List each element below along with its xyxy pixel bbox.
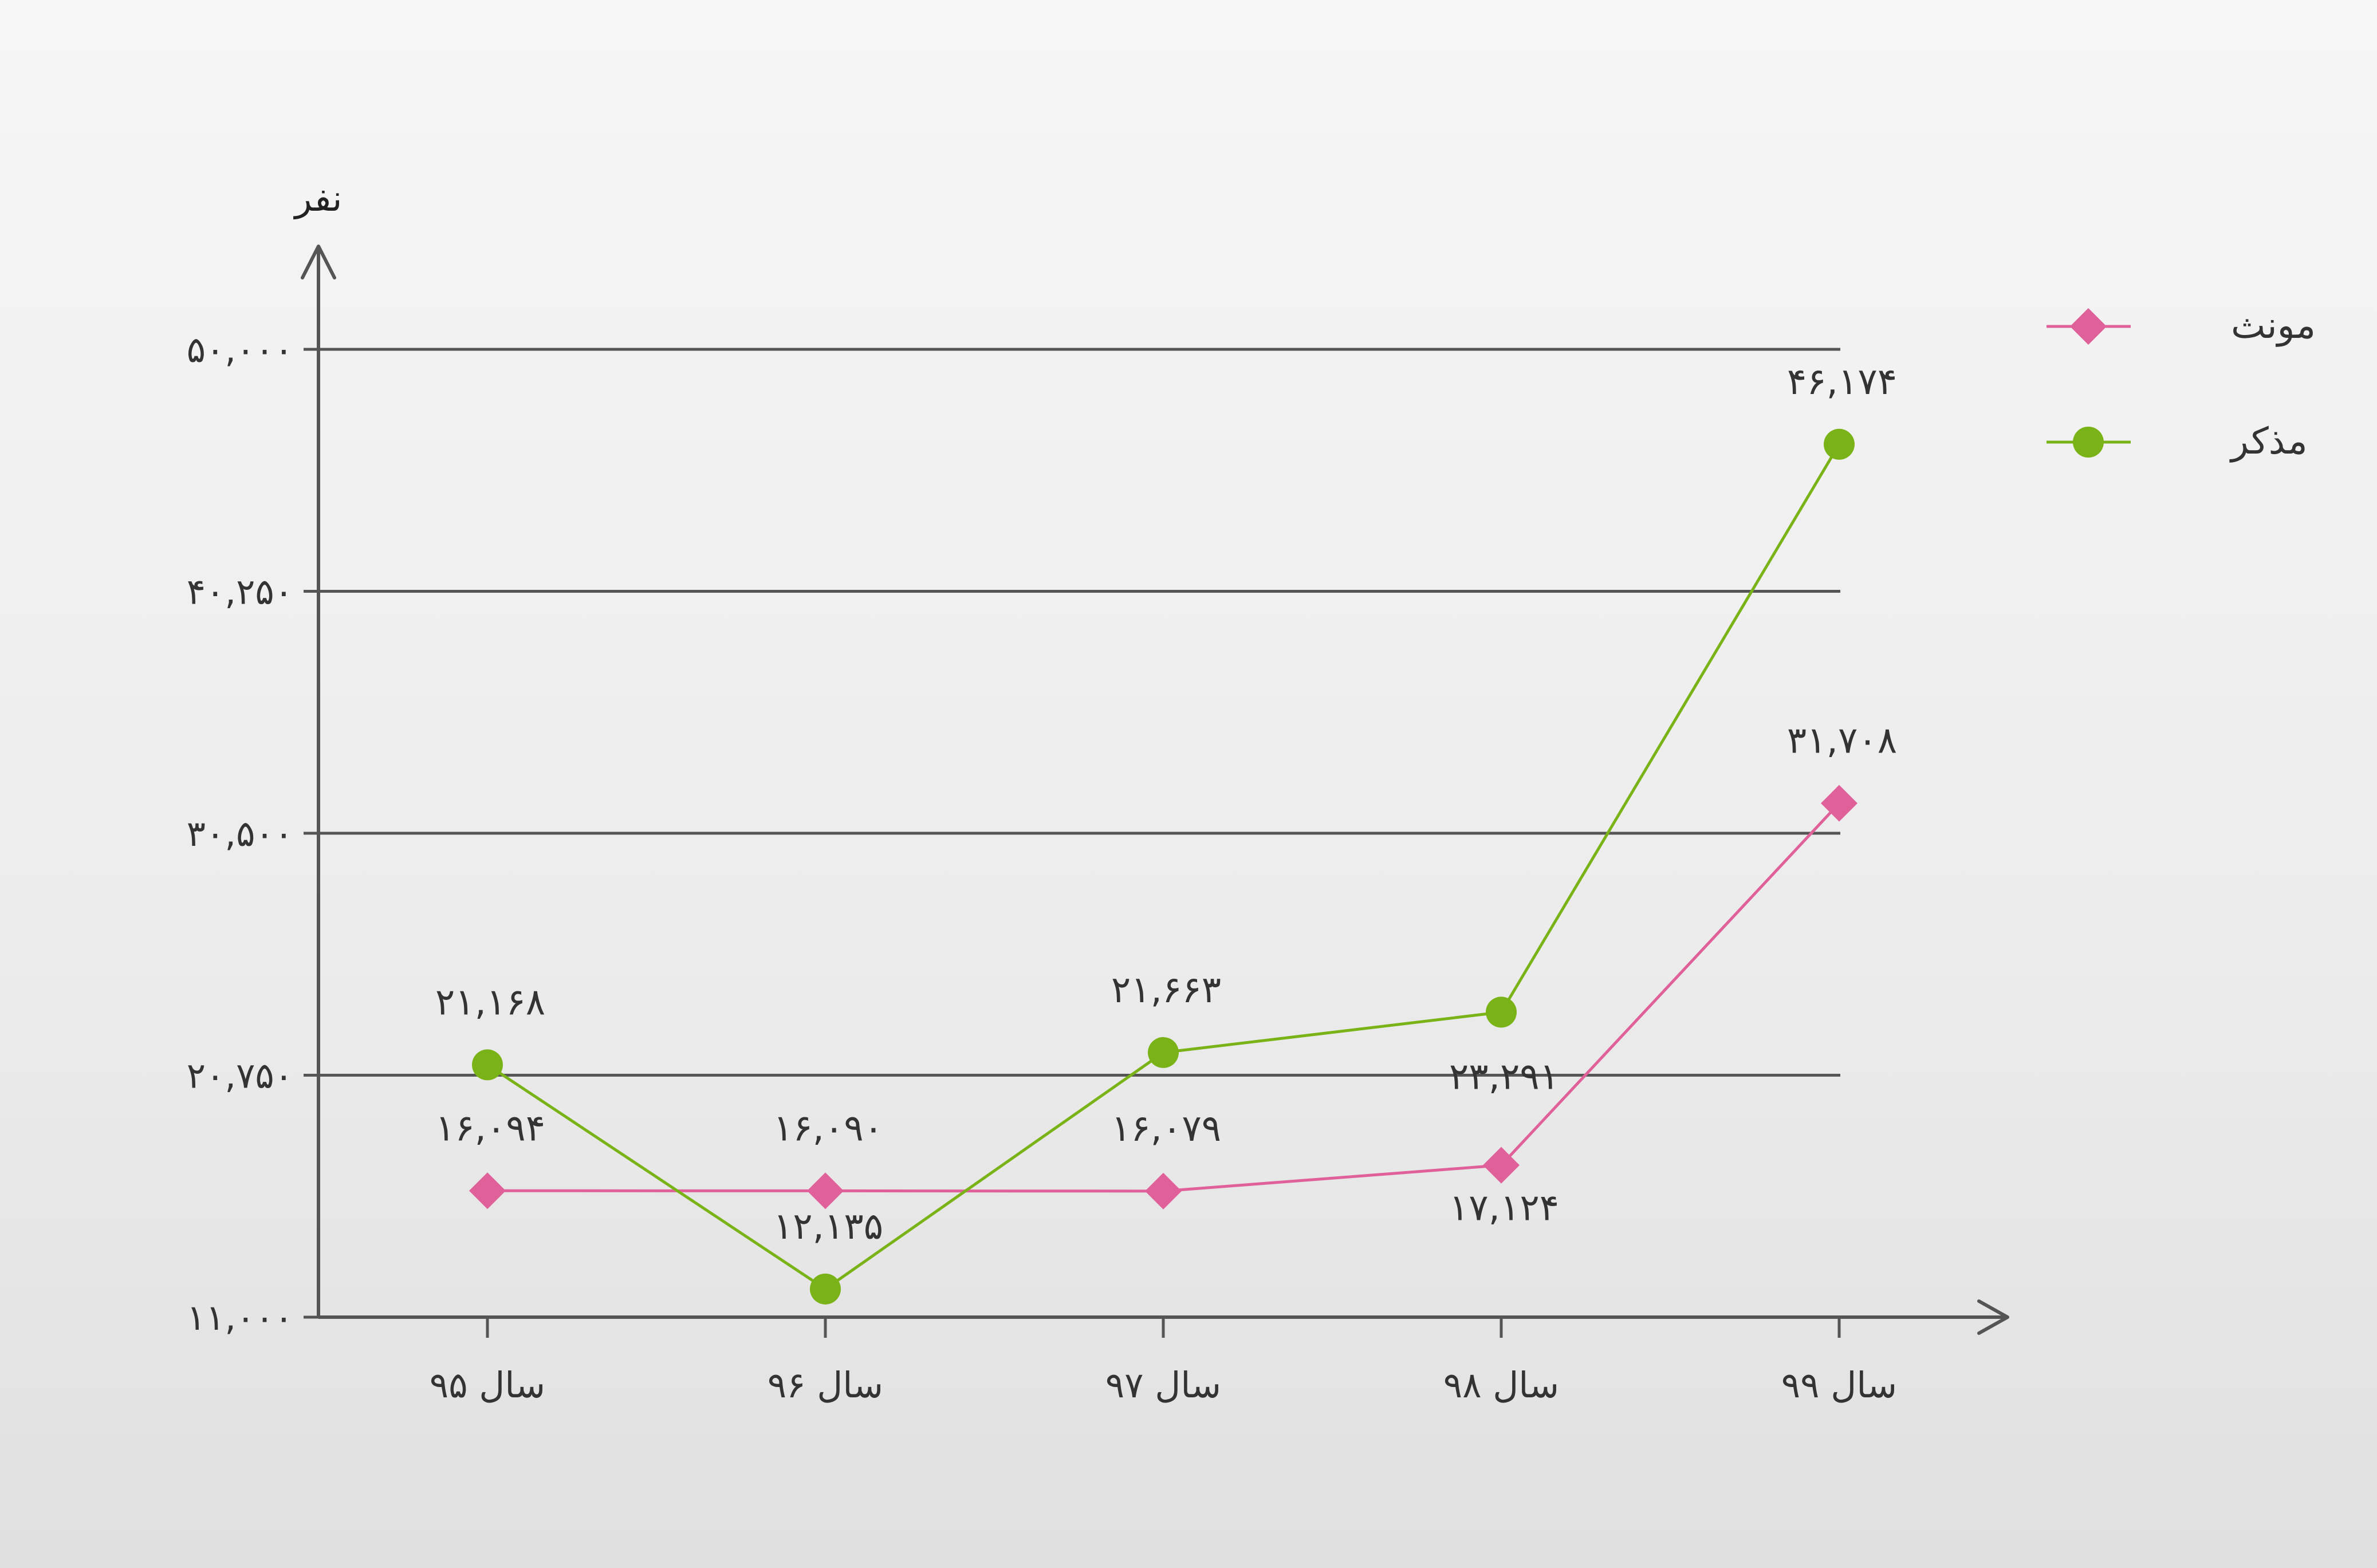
male-series-line bbox=[486, 443, 1841, 1291]
legend-label: مذکر bbox=[2229, 420, 2308, 463]
data-label: ۱۲,۱۳۵ bbox=[773, 1205, 883, 1248]
y-tick-label: ۱۱,۰۰۰ bbox=[187, 1297, 293, 1338]
circle-marker bbox=[810, 1273, 841, 1305]
circle-marker bbox=[472, 1049, 503, 1081]
legend-marker bbox=[2073, 427, 2104, 458]
x-tick-label: سال ۹۶ bbox=[768, 1364, 883, 1406]
y-axis-arrow bbox=[301, 245, 336, 279]
x-tick-labels: سال ۹۵ سال ۹۶ سال ۹۷ سال ۹۸ سال ۹۹ bbox=[430, 1317, 1897, 1406]
data-label: ۳۱,۷۰۸ bbox=[1787, 720, 1897, 762]
legend-item: مونث bbox=[2047, 305, 2316, 347]
legend-label: مونث bbox=[2231, 305, 2316, 347]
diamond-marker bbox=[1145, 1172, 1182, 1210]
data-label: ۱۶,۰۹۴ bbox=[435, 1107, 545, 1149]
data-label: ۴۶,۱۷۴ bbox=[1787, 361, 1897, 403]
y-axis-title: نفر bbox=[293, 178, 343, 219]
x-tick-label: سال ۹۹ bbox=[1781, 1364, 1897, 1406]
y-tick-label: ۴۰,۲۵۰ bbox=[187, 571, 293, 613]
legend-marker bbox=[2070, 308, 2107, 345]
diamond-marker bbox=[469, 1172, 506, 1210]
legend-item: مذکر bbox=[2047, 420, 2308, 463]
data-label: ۲۱,۱۶۸ bbox=[435, 981, 545, 1023]
diamond-marker bbox=[807, 1172, 844, 1210]
y-tick-label: ۳۰,۵۰۰ bbox=[187, 813, 293, 854]
x-tick-label: سال ۹۷ bbox=[1105, 1364, 1221, 1406]
circle-marker bbox=[1824, 428, 1855, 460]
y-tick-label: ۵۰,۰۰۰ bbox=[187, 329, 293, 371]
data-label: ۱۶,۰۷۹ bbox=[1111, 1108, 1221, 1150]
data-label: ۱۷,۱۲۴ bbox=[1449, 1187, 1559, 1230]
diamond-marker bbox=[1483, 1147, 1520, 1184]
male-series: ۲۱,۱۶۸ ۱۲,۱۳۵ ۲۱,۶۶۳ ۲۳,۲۹۱ ۴۶,۱۷۴ bbox=[435, 361, 1897, 1305]
series: ۱۶,۰۹۴ ۱۶,۰۹۰ ۱۶,۰۷۹ ۱۷,۱۲۴ ۳۱,۷۰۸ ۲۱,۱۶۸ ۱۲,۱… bbox=[435, 361, 1897, 1305]
circle-marker bbox=[1486, 996, 1517, 1028]
y-tick-labels: ۱۱,۰۰۰ ۲۰,۷۵۰ ۳۰,۵۰۰ ۴۰,۲۵۰ ۵۰,۰۰۰ bbox=[187, 329, 318, 1338]
grid-lines bbox=[318, 348, 1840, 1077]
axes: نفر bbox=[293, 178, 2009, 1335]
x-axis-arrow bbox=[1977, 1299, 2009, 1335]
data-label: ۱۶,۰۹۰ bbox=[773, 1107, 883, 1149]
x-tick-label: سال ۹۵ bbox=[430, 1364, 545, 1406]
data-label: ۲۱,۶۶۳ bbox=[1111, 969, 1221, 1011]
data-label: ۲۳,۲۹۱ bbox=[1449, 1055, 1559, 1098]
y-tick-label: ۲۰,۷۵۰ bbox=[187, 1055, 293, 1097]
female-series: ۱۶,۰۹۴ ۱۶,۰۹۰ ۱۶,۰۷۹ ۱۷,۱۲۴ ۳۱,۷۰۸ bbox=[435, 720, 1897, 1230]
x-tick-label: سال ۹۸ bbox=[1443, 1364, 1559, 1406]
circle-marker bbox=[1148, 1037, 1179, 1068]
diamond-marker bbox=[1821, 785, 1857, 822]
legend: مونث مذکر bbox=[2047, 305, 2316, 463]
